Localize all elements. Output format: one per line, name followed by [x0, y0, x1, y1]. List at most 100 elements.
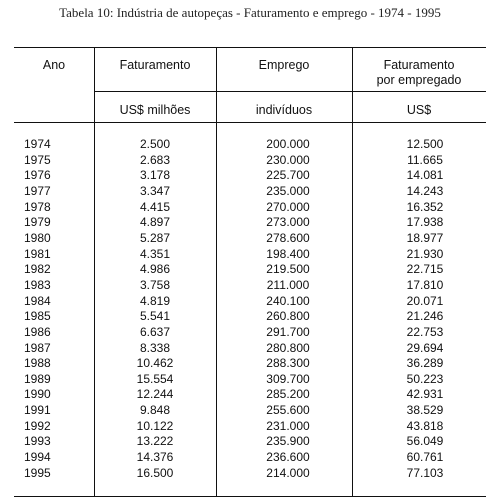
cell-year: 1987	[24, 340, 51, 355]
header-bottom-rule	[14, 122, 486, 123]
cell-revenue: 2.500	[139, 137, 171, 151]
cell-revenue: 16.500	[136, 465, 174, 480]
cell-year: 1991	[24, 403, 51, 418]
cell-employment: 230.000	[266, 152, 310, 167]
column-divider-1	[94, 47, 95, 497]
cell-year: 1981	[24, 246, 51, 261]
cell-revenue-per-employee: 60.761	[406, 450, 444, 464]
cell-employment: 309.700	[266, 371, 310, 386]
header-revenue: Faturamento	[119, 58, 191, 72]
cell-revenue-per-employee: 14.243	[406, 183, 444, 198]
cell-year: 1993	[24, 434, 51, 449]
cell-revenue-per-employee: 17.938	[406, 215, 444, 230]
cell-revenue-per-employee: 21.246	[406, 309, 444, 324]
cell-year: 1977	[24, 183, 51, 198]
cell-employment: 291.700	[266, 324, 310, 339]
cell-year: 1990	[24, 387, 51, 402]
cell-year: 1986	[24, 324, 51, 339]
cell-year: 1982	[24, 262, 51, 277]
cell-revenue: 12.244	[136, 387, 174, 402]
cell-employment: 260.800	[266, 309, 310, 324]
cell-employment: 255.600	[266, 403, 310, 418]
cell-year: 1984	[24, 293, 51, 308]
cell-revenue: 9.848	[139, 403, 171, 418]
cell-year: 1976	[24, 168, 51, 183]
column-divider-3	[352, 47, 353, 497]
cell-employment: 240.100	[266, 293, 310, 308]
cell-revenue: 4.351	[139, 246, 171, 261]
top-rule	[14, 47, 486, 48]
cell-year: 1974	[24, 137, 51, 151]
cell-year: 1992	[24, 418, 51, 433]
header-revenue-per-employee-line2: por empregado	[376, 73, 462, 87]
cell-revenue: 2.683	[139, 152, 171, 167]
cell-revenue-per-employee: 42.931	[406, 387, 444, 402]
cell-employment: 231.000	[266, 418, 310, 433]
header-employment: Emprego	[258, 58, 310, 72]
cell-revenue-per-employee: 17.810	[406, 277, 444, 292]
cell-year: 1995	[24, 465, 51, 480]
cell-employment: 278.600	[266, 230, 310, 245]
cell-year: 1988	[24, 356, 51, 371]
cell-year: 1979	[24, 215, 51, 230]
cell-year: 1975	[24, 152, 51, 167]
cell-revenue-per-employee: 29.694	[406, 340, 444, 355]
cell-year: 1978	[24, 199, 51, 214]
cell-revenue: 5.287	[139, 230, 171, 245]
unit-employment: indivíduos	[255, 103, 313, 117]
cell-revenue: 4.819	[139, 293, 171, 308]
cell-revenue: 4.897	[139, 215, 171, 230]
cell-employment: 225.700	[266, 168, 310, 183]
cell-revenue: 3.178	[139, 168, 171, 183]
cell-revenue-per-employee: 38.529	[406, 403, 444, 418]
cell-employment: 198.400	[266, 246, 310, 261]
cell-year: 1983	[24, 277, 51, 292]
cell-revenue-per-employee: 77.103	[406, 465, 444, 480]
cell-revenue-per-employee: 14.081	[406, 168, 444, 183]
table-title: Tabela 10: Indústria de autopeças - Fatu…	[59, 5, 441, 20]
cell-revenue: 15.554	[136, 371, 174, 386]
cell-employment: 235.900	[266, 434, 310, 449]
cell-employment: 235.000	[266, 183, 310, 198]
cell-revenue-per-employee: 36.289	[406, 356, 444, 371]
cell-revenue: 4.415	[139, 199, 171, 214]
cell-revenue-per-employee: 12.500	[406, 137, 444, 151]
bottom-rule	[14, 496, 486, 497]
cell-revenue: 5.541	[139, 309, 171, 324]
cell-revenue-per-employee: 11.665	[407, 152, 443, 167]
cell-year: 1985	[24, 309, 51, 324]
cell-employment: 214.000	[266, 465, 310, 480]
cell-revenue: 13.222	[136, 434, 174, 449]
cell-revenue-per-employee: 18.977	[406, 230, 444, 245]
header-year: Ano	[42, 58, 66, 72]
cell-employment: 211.000	[266, 277, 310, 292]
cell-revenue: 3.347	[139, 183, 171, 198]
cell-revenue-per-employee: 20.071	[406, 293, 444, 308]
unit-revenue-per-employee: US$	[406, 103, 432, 117]
cell-revenue-per-employee: 22.753	[406, 324, 444, 339]
cell-employment: 280.800	[266, 340, 310, 355]
cell-revenue: 3.758	[139, 277, 171, 292]
unit-separator-rule	[94, 91, 486, 92]
cell-employment: 219.500	[266, 262, 310, 277]
column-divider-2	[216, 47, 217, 497]
cell-revenue: 6.637	[139, 324, 171, 339]
cell-revenue: 4.986	[139, 262, 171, 277]
unit-revenue: US$ milhões	[119, 103, 191, 117]
cell-revenue: 8.338	[139, 340, 171, 355]
cell-year: 1994	[24, 450, 51, 464]
cell-revenue: 10.462	[136, 356, 174, 371]
header-revenue-per-employee-line1: Faturamento	[383, 58, 455, 72]
cell-revenue: 14.376	[136, 450, 174, 464]
cell-revenue-per-employee: 43.818	[406, 418, 444, 433]
cell-revenue-per-employee: 16.352	[406, 199, 444, 214]
cell-revenue-per-employee: 21.930	[406, 246, 444, 261]
cell-employment: 285.200	[266, 387, 310, 402]
cell-year: 1980	[24, 230, 51, 245]
cell-revenue: 10.122	[136, 418, 174, 433]
cell-employment: 236.600	[266, 450, 310, 464]
cell-employment: 273.000	[266, 215, 310, 230]
cell-employment: 200.000	[266, 137, 310, 151]
cell-revenue-per-employee: 56.049	[406, 434, 444, 449]
cell-year: 1989	[24, 371, 51, 386]
